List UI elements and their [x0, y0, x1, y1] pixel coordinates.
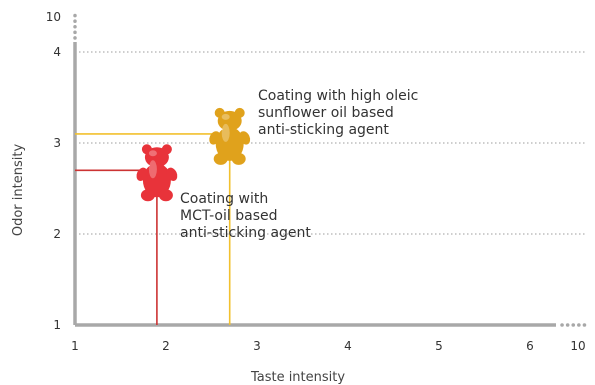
gummy-bear-marker-0: [136, 144, 178, 202]
data-markers: [136, 107, 251, 202]
annotation-line: Coating with high oleic: [258, 88, 418, 104]
point-annotation-0: Coating with MCT-oil based anti-sticking a…: [180, 191, 311, 241]
x-axis-label: Taste intensity: [250, 370, 345, 385]
annotation-line: MCT-oil based: [180, 208, 278, 224]
annotation-line: anti-sticking agent: [180, 225, 311, 241]
tick-labels: 1 2 3 4 5 6 10 1 2 3 4 10: [46, 10, 586, 353]
annotation-line: Coating with: [180, 191, 268, 207]
y-axis-label: Odor intensity: [11, 144, 26, 237]
annotations: Coating with MCT-oil based anti-sticking a…: [180, 88, 418, 241]
gummy-bear-marker-1: [209, 107, 251, 165]
y-tick-label: 4: [53, 45, 61, 59]
annotation-line: sunflower oil based: [258, 105, 394, 121]
x-tick-label: 3: [253, 339, 261, 353]
axes: [73, 12, 592, 327]
gridlines: [75, 51, 587, 235]
x-axis-end-label: 10: [570, 339, 585, 353]
x-tick-label: 2: [162, 339, 170, 353]
annotation-line: anti-sticking agent: [258, 122, 389, 138]
x-tick-label: 5: [435, 339, 443, 353]
x-tick-label: 1: [71, 339, 79, 353]
y-tick-label: 1: [53, 318, 61, 332]
y-tick-label: 3: [53, 136, 61, 150]
y-axis-end-label: 10: [46, 10, 61, 24]
y-tick-label: 2: [53, 227, 61, 241]
x-tick-label: 6: [526, 339, 534, 353]
point-annotation-1: Coating with high oleic sunflower oil bas…: [258, 88, 418, 138]
x-tick-label: 4: [344, 339, 352, 353]
